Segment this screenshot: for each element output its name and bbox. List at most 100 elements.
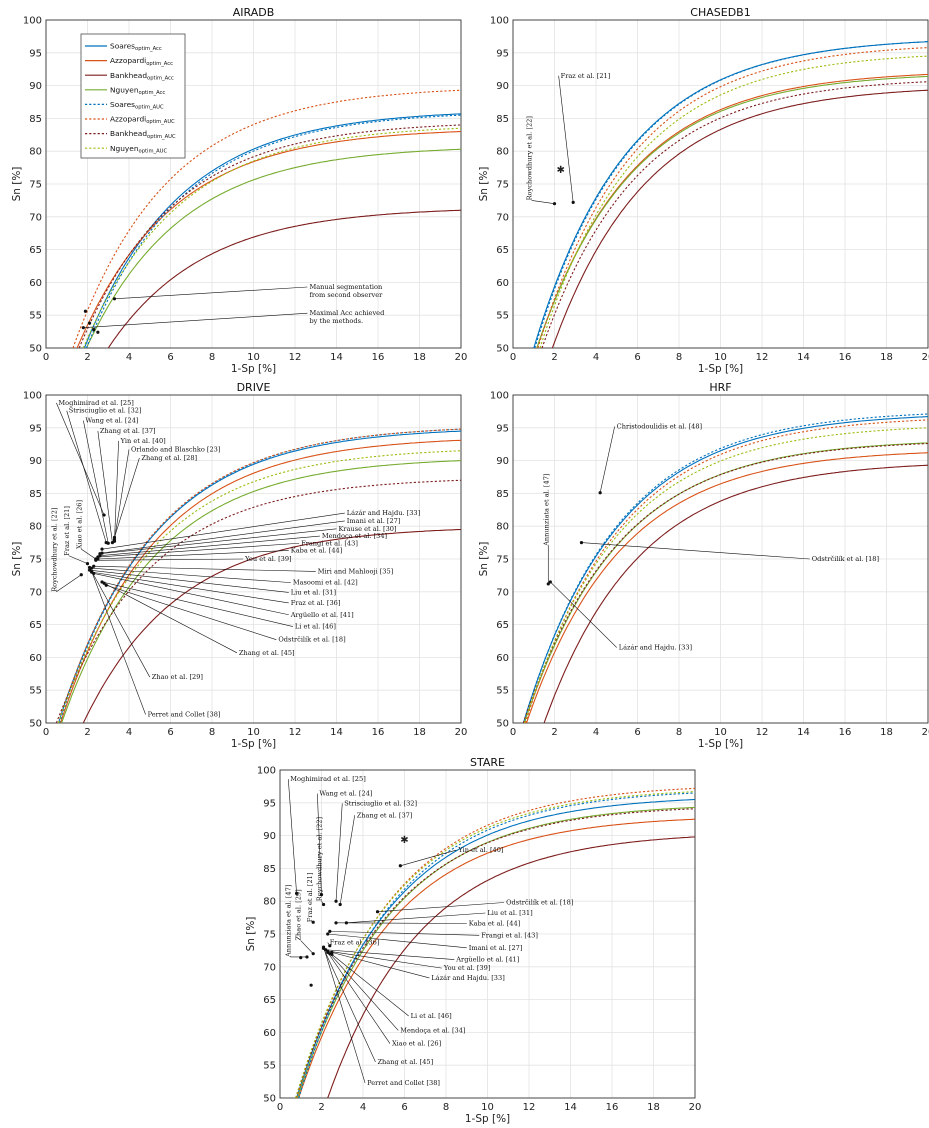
x-axis-label: 1-Sp [%]	[231, 363, 276, 375]
annotation-label: Li et al. [46]	[411, 1012, 452, 1020]
x-tick-label: 16	[372, 727, 385, 738]
annotation-leader	[56, 574, 82, 593]
annotation-leader	[83, 420, 109, 544]
annotation-leader	[97, 542, 300, 558]
annotation-label: Kaba et al. [44]	[469, 920, 521, 928]
annotation-label: Zhang et al. [28]	[141, 454, 197, 462]
chart-title: HRF	[709, 381, 731, 394]
series-line	[537, 47, 928, 348]
annotation-label: Strisciuglio et al. [32]	[344, 799, 417, 807]
x-tick-label: 12	[756, 352, 769, 363]
annotation-label: Moghimirad et al. [25]	[58, 399, 133, 407]
annotation-leader	[81, 548, 96, 560]
y-tick-label: 60	[29, 653, 42, 664]
annotation-leader	[114, 457, 140, 538]
y-tick-label: 60	[496, 278, 509, 289]
annotation-leader	[325, 949, 455, 960]
annotation-label: by the methods.	[309, 317, 363, 325]
y-tick-label: 65	[29, 620, 42, 631]
y-axis-label: Sn [%]	[478, 167, 490, 202]
annotation-label: Christodoulidis et al. [48]	[617, 422, 702, 430]
annotation-label: Zhao et al. [29]	[152, 673, 203, 681]
y-tick-label: 65	[263, 995, 276, 1006]
y-tick-label: 100	[23, 391, 42, 402]
y-tick-label: 80	[496, 522, 509, 533]
y-tick-label: 60	[496, 653, 509, 664]
series-line	[525, 452, 928, 723]
annotation-label: Zhang et al. [37]	[357, 811, 413, 819]
annotation-label: Wang et al. [24]	[85, 417, 138, 425]
x-tick-label: 10	[481, 1102, 494, 1113]
annotation-label: Orlando and Blaschko [23]	[131, 445, 220, 453]
annotation-label: Wang et al. [24]	[319, 790, 372, 798]
annotation-leader	[336, 922, 467, 924]
chart-title: DRIVE	[237, 381, 271, 394]
series-line	[85, 114, 461, 348]
x-tick-label: 12	[756, 727, 769, 738]
x-tick-label: 4	[360, 1102, 366, 1113]
annotation-label: Zhang et al. [45]	[377, 1058, 433, 1066]
legend-entry-sub: optim_Acc	[147, 75, 174, 81]
plot-frame	[279, 769, 696, 1099]
annotation-label: Odstrčilík et al. [18]	[812, 555, 879, 563]
annotation-label: Fraz et al. [36]	[291, 599, 341, 607]
annotation-label: Masoomi et al. [42]	[293, 579, 358, 587]
series-line	[539, 55, 928, 348]
legend-box	[80, 33, 186, 159]
x-tick-label: 4	[126, 727, 132, 738]
y-tick-label: 90	[29, 456, 42, 467]
annotation-label: You et al. [39]	[244, 555, 292, 563]
y-tick-label: 65	[496, 620, 509, 631]
x-tick-label: 0	[277, 1102, 283, 1113]
x-tick-label: 18	[413, 727, 426, 738]
y-tick-label: 95	[263, 798, 276, 809]
series-line	[58, 428, 461, 723]
annotation-leader	[327, 933, 467, 949]
x-tick-label: 18	[880, 727, 893, 738]
y-tick-label: 80	[496, 147, 509, 158]
y-tick-label: 60	[29, 278, 42, 289]
x-tick-label: 14	[797, 727, 810, 738]
annotation-leader	[114, 286, 308, 300]
annotation-label: Maximal Acc achieved	[309, 309, 385, 317]
series-line	[107, 209, 461, 348]
annotation-leader	[99, 535, 320, 557]
annotation-leader	[329, 931, 480, 936]
annotation-label: Argüello et al. [41]	[290, 611, 354, 619]
annotation-label: Roychowdhury et al. [22]	[50, 507, 58, 591]
x-tick-label: 10	[714, 352, 727, 363]
x-tick-label: 12	[523, 1102, 536, 1113]
y-tick-label: 65	[496, 245, 509, 256]
x-tick-label: 6	[167, 352, 173, 363]
x-tick-label: 2	[551, 352, 557, 363]
star-marker: ✱	[557, 165, 565, 176]
series-line	[523, 427, 928, 723]
annotation-leader	[323, 948, 376, 1063]
series-line	[541, 81, 928, 348]
data-point	[92, 328, 96, 332]
annotation-label: Perret and Collet [38]	[367, 1079, 440, 1087]
x-tick-label: 20	[922, 352, 929, 363]
annotation-leader	[329, 953, 399, 1031]
annotation-leader	[91, 571, 146, 715]
annotation-leader	[97, 431, 113, 543]
annotation-label: Zhang et al. [37]	[100, 427, 156, 435]
annotation-leader	[101, 581, 293, 627]
series-line	[534, 41, 928, 348]
annotation-label: Lázár and Hajdu. [33]	[347, 509, 420, 517]
annotation-leader	[581, 542, 810, 560]
x-axis-label: 1-Sp [%]	[698, 738, 743, 750]
series-line	[522, 413, 928, 723]
legend-entry: Soares	[110, 100, 135, 109]
y-tick-label: 85	[29, 114, 42, 125]
legend-entry-sub: optim_Acc	[135, 46, 162, 52]
y-tick-label: 85	[29, 489, 42, 500]
x-tick-label: 0	[510, 727, 516, 738]
x-tick-label: 20	[455, 352, 468, 363]
x-tick-label: 16	[372, 352, 385, 363]
series-line	[295, 808, 695, 1098]
x-tick-label: 2	[84, 727, 90, 738]
y-tick-label: 95	[496, 48, 509, 59]
y-tick-label: 50	[496, 719, 509, 730]
